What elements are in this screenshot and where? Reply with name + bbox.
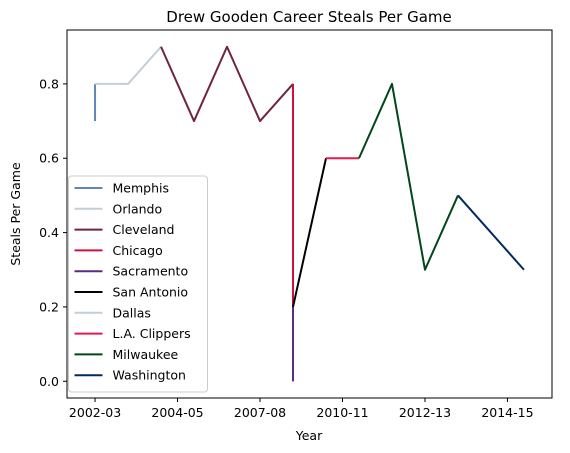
y-tick-label: 0.6 [39, 151, 59, 166]
y-axis: 0.0 0.2 0.4 0.6 0.8 [39, 76, 67, 389]
legend-label-chicago: Chicago [113, 243, 163, 258]
x-tick-label: 2012-13 [399, 405, 451, 420]
x-tick-label: 2014-15 [481, 405, 533, 420]
legend-label-milwaukee: Milwaukee [113, 347, 179, 362]
legend-box [68, 175, 208, 393]
legend-label-orlando: Orlando [113, 201, 163, 216]
series-line-orlando [95, 46, 162, 85]
legend: Memphis Orlando Cleveland Chicago Sacramento… [68, 175, 208, 393]
y-tick-label: 0.4 [39, 225, 59, 240]
series-line-san-antonio [292, 158, 327, 308]
series-line-cleveland [160, 45, 294, 123]
legend-label-sacramento: Sacramento [113, 264, 189, 279]
y-tick-label: 0.8 [39, 76, 59, 91]
x-axis: 2002-03 2004-05 2007-08 2010-11 2012-13 2014-… [69, 398, 534, 420]
legend-label-washington: Washington [113, 368, 186, 383]
x-tick-label: 2010-11 [316, 405, 368, 420]
y-tick-label: 0.0 [39, 374, 59, 389]
chart-title: Drew Gooden Career Steals Per Game [166, 8, 451, 26]
plot-frame [66, 29, 553, 399]
series-layer [94, 45, 525, 382]
legend-label-memphis: Memphis [113, 181, 170, 196]
x-tick-label: 2004-05 [151, 405, 203, 420]
x-tick-label: 2007-08 [234, 405, 286, 420]
y-axis-title: Steals Per Game [8, 162, 23, 266]
x-tick-label: 2002-03 [69, 405, 121, 420]
series-line-milwaukee [358, 82, 459, 271]
y-tick-label: 0.2 [39, 299, 59, 314]
x-axis-title: Year [295, 428, 323, 443]
legend-label-cleveland: Cleveland [113, 222, 175, 237]
legend-label-san-antonio: San Antonio [113, 285, 189, 300]
legend-label-dallas: Dallas [113, 305, 151, 320]
series-line-washington [457, 194, 525, 271]
legend-label-l-a-clippers: L.A. Clippers [113, 326, 191, 341]
